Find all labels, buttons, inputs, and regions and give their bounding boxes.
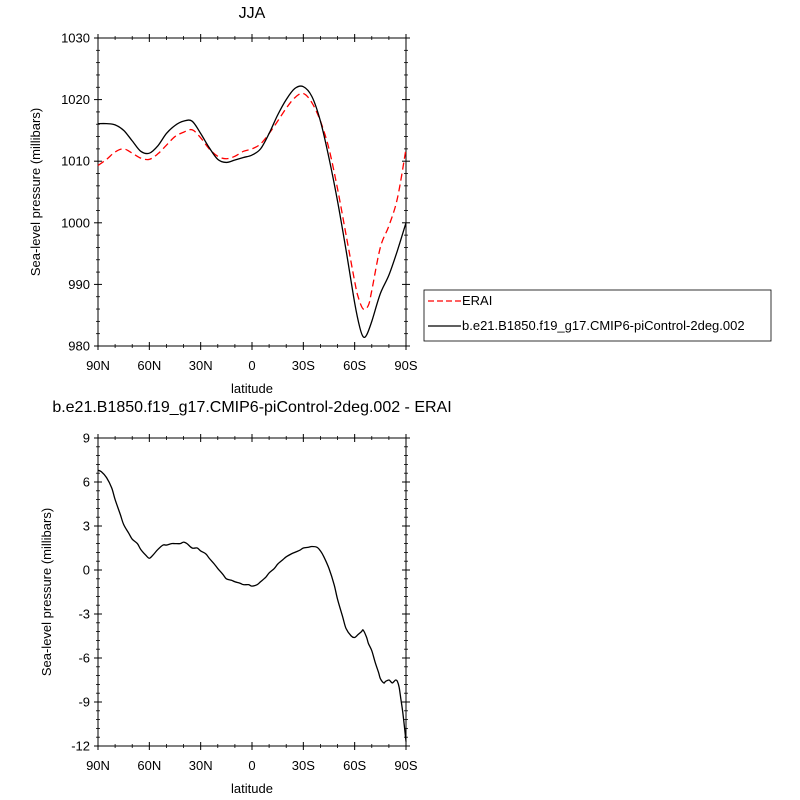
x-tick-label: 30S [292, 758, 315, 773]
top-y-axis-label: Sea-level pressure (millibars) [28, 108, 43, 276]
x-tick-label: 90S [394, 358, 417, 373]
x-tick-label: 30N [189, 358, 213, 373]
y-tick-label: -6 [78, 651, 90, 666]
y-tick-label: -3 [78, 607, 90, 622]
y-tick-label: 990 [68, 277, 90, 292]
top-chart: JJA 980 990 1000 1010 1020 1030 90N 60N 30N 0 30S… [28, 5, 772, 396]
legend: ERAI b.e21.B1850.f19_g17.CMIP6-piControl… [423, 289, 772, 342]
bottom-series-line-0 [97, 469, 407, 742]
x-tick-label: 60S [343, 358, 366, 373]
top-series-line-0 [97, 92, 407, 311]
x-tick-label: 90N [86, 758, 110, 773]
y-tick-label: 1020 [61, 92, 90, 107]
y-tick-label: -12 [71, 739, 90, 754]
top-axis-ticks [94, 34, 410, 350]
y-tick-label: 1010 [61, 154, 90, 169]
bottom-y-axis-label: Sea-level pressure (millibars) [39, 508, 54, 676]
x-tick-label: 0 [248, 758, 255, 773]
bottom-axis-ticks [94, 434, 410, 750]
y-tick-label: 1030 [61, 31, 90, 46]
top-y-tick-labels: 980 990 1000 1010 1020 1030 [61, 31, 90, 354]
legend-box [423, 289, 772, 342]
y-tick-label: 980 [68, 339, 90, 354]
bottom-y-tick-labels: -12 -9 -6 -3 0 3 6 9 [71, 431, 90, 754]
y-tick-label: 9 [83, 431, 90, 446]
bottom-chart: b.e21.B1850.f19_g17.CMIP6-piControl-2deg… [39, 399, 452, 796]
y-tick-label: 0 [83, 563, 90, 578]
y-tick-label: 1000 [61, 215, 90, 230]
legend-label-model: b.e21.B1850.f19_g17.CMIP6-piControl-2deg… [462, 318, 745, 333]
bottom-x-axis-label: latitude [231, 781, 273, 796]
legend-label-erai: ERAI [462, 293, 492, 308]
y-tick-label: -9 [78, 695, 90, 710]
bottom-series-lines [97, 469, 407, 742]
y-tick-label: 3 [83, 519, 90, 534]
bottom-chart-title: b.e21.B1850.f19_g17.CMIP6-piControl-2deg… [52, 399, 451, 416]
x-tick-label: 60N [137, 758, 161, 773]
top-x-axis-label: latitude [231, 381, 273, 396]
top-plot-frame [97, 37, 407, 347]
x-tick-label: 60N [137, 358, 161, 373]
x-tick-label: 90S [394, 758, 417, 773]
x-tick-label: 30S [292, 358, 315, 373]
y-tick-label: 6 [83, 475, 90, 490]
top-x-tick-labels: 90N 60N 30N 0 30S 60S 90S [86, 358, 418, 373]
bottom-plot-frame [97, 437, 407, 747]
top-chart-title: JJA [239, 5, 266, 22]
x-tick-label: 90N [86, 358, 110, 373]
bottom-x-tick-labels: 90N 60N 30N 0 30S 60S 90S [86, 758, 418, 773]
x-tick-label: 60S [343, 758, 366, 773]
x-tick-label: 0 [248, 358, 255, 373]
top-series-line-1 [97, 85, 407, 339]
top-series-lines [97, 85, 407, 339]
x-tick-label: 30N [189, 758, 213, 773]
